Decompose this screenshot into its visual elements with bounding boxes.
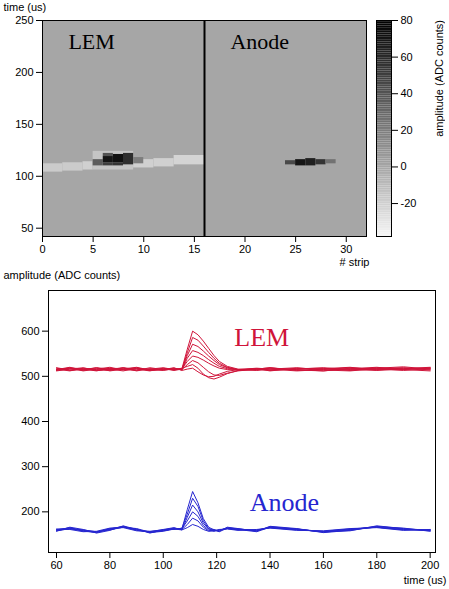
svg-text:20: 20	[239, 243, 251, 255]
svg-text:50: 50	[21, 222, 33, 234]
svg-text:0: 0	[401, 160, 407, 172]
html-text:amplitude (ADC counts): amplitude (ADC counts)	[433, 20, 445, 137]
svg-text:600: 600	[21, 325, 39, 337]
svg-text:Anode: Anode	[250, 488, 319, 517]
svg-text:10: 10	[138, 243, 150, 255]
svg-text:150: 150	[15, 118, 33, 130]
svg-text:100: 100	[154, 559, 172, 571]
svg-text:60: 60	[50, 559, 62, 571]
svg-text:LEM: LEM	[68, 29, 114, 54]
svg-text:0: 0	[39, 243, 45, 255]
svg-text:5: 5	[90, 243, 96, 255]
svg-text:15: 15	[188, 243, 200, 255]
svg-text:100: 100	[15, 170, 33, 182]
svg-text:amplitude (ADC counts): amplitude (ADC counts)	[4, 269, 121, 281]
svg-text:20: 20	[401, 124, 413, 136]
svg-text:30: 30	[340, 243, 352, 255]
svg-text:time (us): time (us)	[4, 1, 47, 13]
svg-text:80: 80	[104, 559, 116, 571]
svg-text:250: 250	[15, 14, 33, 26]
svg-text:500: 500	[21, 370, 39, 382]
svg-text:time (us): time (us)	[404, 574, 447, 586]
svg-text:40: 40	[401, 87, 413, 99]
svg-text:140: 140	[261, 559, 279, 571]
svg-text:200: 200	[21, 505, 39, 517]
svg-text:400: 400	[21, 415, 39, 427]
svg-text:80: 80	[401, 14, 413, 26]
svg-text:200: 200	[421, 559, 439, 571]
svg-text:160: 160	[314, 559, 332, 571]
svg-text:LEM: LEM	[234, 323, 289, 352]
svg-text:Anode: Anode	[230, 29, 289, 54]
svg-text:120: 120	[207, 559, 225, 571]
svg-text:60: 60	[401, 51, 413, 63]
svg-text:-20: -20	[401, 197, 417, 209]
svg-text:200: 200	[15, 66, 33, 78]
svg-text:25: 25	[290, 243, 302, 255]
svg-text:180: 180	[368, 559, 386, 571]
svg-text:300: 300	[21, 460, 39, 472]
svg-text:# strip: # strip	[340, 256, 370, 268]
